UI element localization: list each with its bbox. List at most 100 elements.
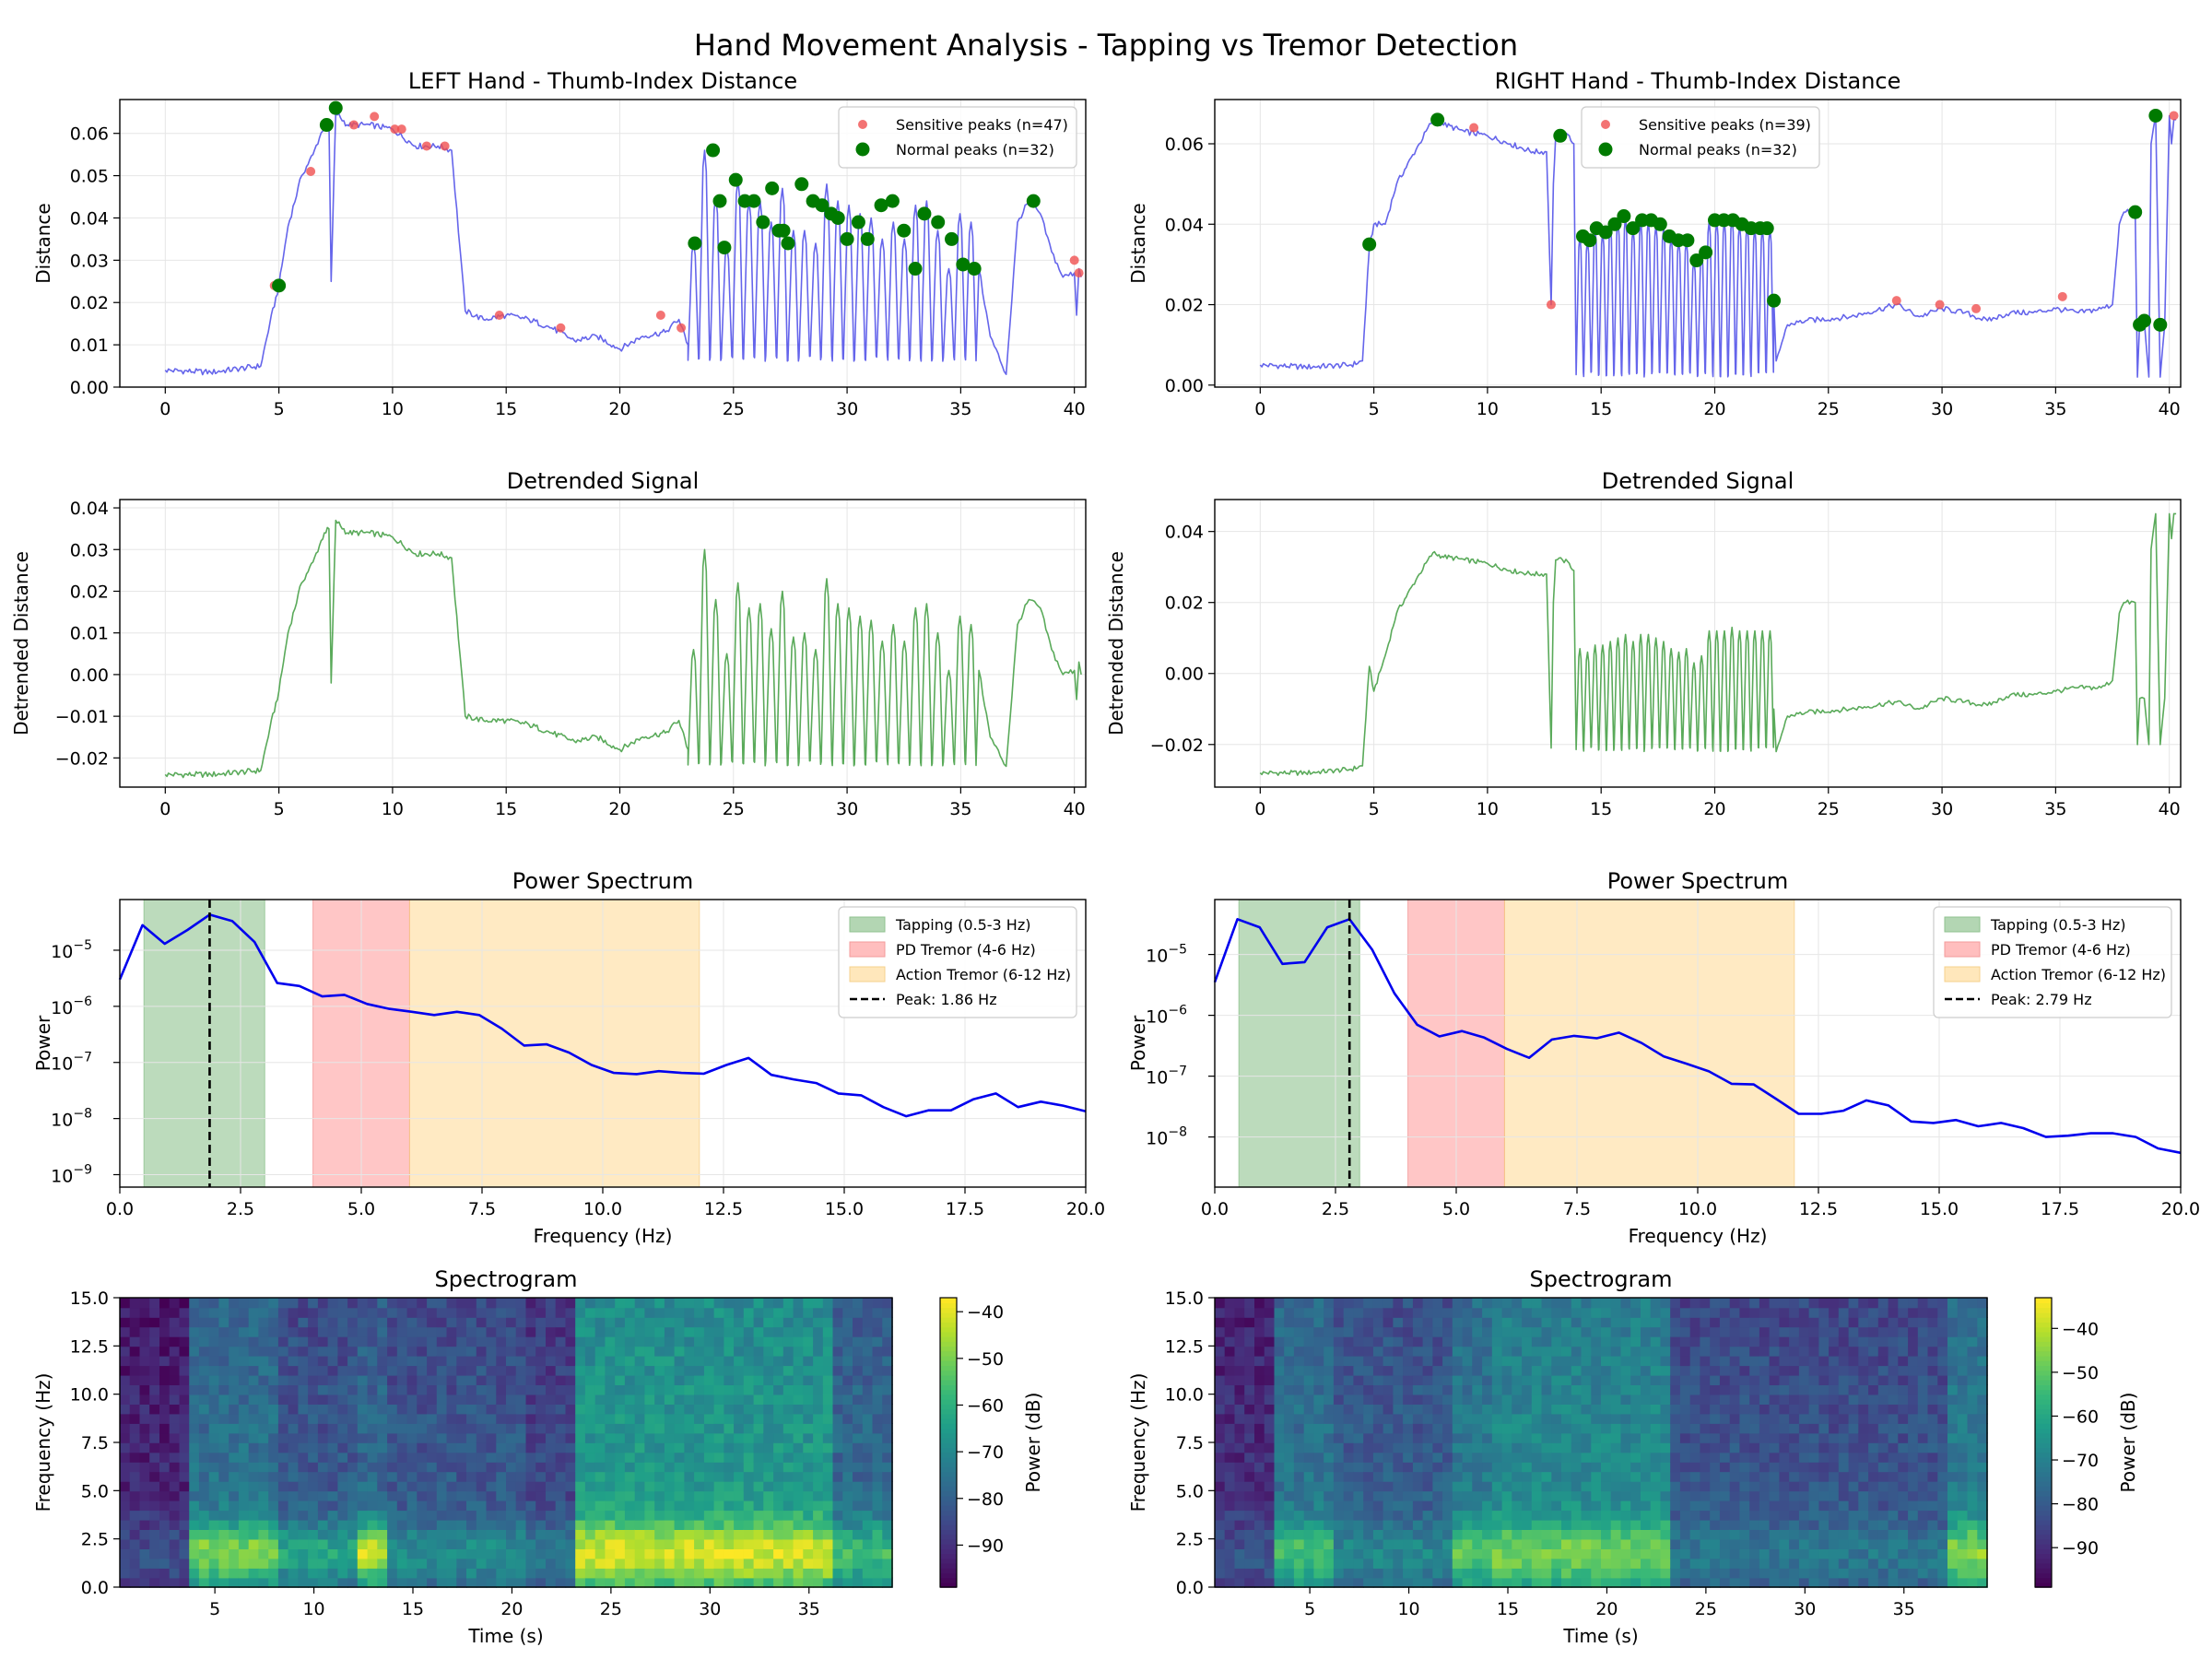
heatmap-cell bbox=[1650, 1442, 1662, 1453]
heatmap-cell bbox=[1719, 1432, 1731, 1443]
heatmap-cell bbox=[238, 1298, 250, 1309]
heatmap-cell bbox=[1333, 1452, 1345, 1463]
heatmap-cell bbox=[1313, 1480, 1324, 1492]
heatmap-cell bbox=[1877, 1374, 1889, 1385]
heatmap-cell bbox=[1462, 1423, 1474, 1434]
sensitive-peak-marker bbox=[2057, 291, 2067, 301]
heatmap-cell bbox=[337, 1519, 348, 1530]
y-tick-label: 15.0 bbox=[70, 1288, 109, 1309]
legend-patch bbox=[849, 966, 886, 982]
heatmap-cell bbox=[218, 1316, 229, 1328]
heatmap-cell bbox=[1482, 1365, 1493, 1376]
x-tick-label: 30 bbox=[836, 399, 858, 419]
heatmap-cell bbox=[1710, 1461, 1721, 1473]
heatmap-cell bbox=[1630, 1355, 1641, 1367]
heatmap-cell bbox=[1432, 1442, 1443, 1453]
heatmap-cell bbox=[594, 1461, 606, 1473]
heatmap-cell bbox=[1838, 1548, 1850, 1559]
heatmap-cell bbox=[1679, 1355, 1691, 1367]
heatmap-cell bbox=[813, 1510, 824, 1521]
heatmap-cell bbox=[1601, 1404, 1612, 1415]
heatmap-cell bbox=[377, 1394, 388, 1405]
heatmap-cell bbox=[515, 1316, 527, 1328]
heatmap-cell bbox=[120, 1326, 131, 1337]
heatmap-cell bbox=[1650, 1298, 1662, 1309]
heatmap-cell bbox=[1264, 1461, 1276, 1473]
heatmap-cell bbox=[575, 1384, 586, 1395]
heatmap-cell bbox=[782, 1423, 794, 1434]
heatmap-cell bbox=[1324, 1365, 1335, 1376]
heatmap-cell bbox=[793, 1432, 805, 1443]
heatmap-cell bbox=[1284, 1374, 1295, 1385]
heatmap-cell bbox=[486, 1394, 497, 1405]
heatmap-cell bbox=[644, 1355, 655, 1367]
heatmap-cell bbox=[466, 1568, 477, 1579]
panel-title: RIGHT Hand - Thumb-Index Distance bbox=[1495, 68, 1901, 94]
heatmap-cell bbox=[1877, 1423, 1889, 1434]
heatmap-cell bbox=[546, 1510, 557, 1521]
heatmap-cell bbox=[427, 1404, 438, 1415]
heatmap-cell bbox=[624, 1558, 636, 1569]
heatmap-cell bbox=[446, 1500, 457, 1512]
heatmap-cell bbox=[238, 1374, 250, 1385]
heatmap-cell bbox=[1393, 1394, 1404, 1405]
heatmap-cell bbox=[1630, 1558, 1641, 1569]
heatmap-cell bbox=[506, 1558, 517, 1569]
heatmap-cell bbox=[822, 1490, 834, 1501]
heatmap-cell bbox=[367, 1374, 379, 1385]
heatmap-cell bbox=[288, 1442, 300, 1453]
colorbar-step bbox=[940, 1437, 957, 1443]
heatmap-cell bbox=[198, 1480, 210, 1492]
heatmap-cell bbox=[872, 1307, 883, 1318]
heatmap-cell bbox=[229, 1500, 240, 1512]
heatmap-cell bbox=[584, 1374, 596, 1385]
heatmap-cell bbox=[486, 1529, 497, 1540]
heatmap-cell bbox=[1660, 1404, 1671, 1415]
heatmap-cell bbox=[1224, 1519, 1236, 1530]
heatmap-cell bbox=[327, 1577, 339, 1588]
heatmap-cell bbox=[506, 1452, 517, 1463]
heatmap-cell bbox=[1462, 1404, 1474, 1415]
heatmap-cell bbox=[1829, 1500, 1840, 1512]
heatmap-cell bbox=[1422, 1442, 1434, 1453]
heatmap-cell bbox=[506, 1404, 517, 1415]
heatmap-cell bbox=[684, 1404, 695, 1415]
heatmap-cell bbox=[179, 1404, 190, 1415]
heatmap-cell bbox=[456, 1548, 467, 1559]
heatmap-cell bbox=[694, 1510, 705, 1521]
heatmap-cell bbox=[149, 1374, 160, 1385]
heatmap-cell bbox=[387, 1471, 398, 1482]
heatmap-cell bbox=[436, 1500, 448, 1512]
heatmap-cell bbox=[1333, 1442, 1345, 1453]
heatmap-cell bbox=[1739, 1432, 1750, 1443]
heatmap-cell bbox=[129, 1394, 141, 1405]
heatmap-cell bbox=[406, 1461, 418, 1473]
colorbar-step bbox=[940, 1471, 957, 1477]
heatmap-cell bbox=[1512, 1480, 1523, 1492]
heatmap-cell bbox=[1531, 1452, 1543, 1463]
heatmap-cell bbox=[277, 1548, 289, 1559]
heatmap-cell bbox=[208, 1519, 220, 1530]
heatmap-cell bbox=[1303, 1316, 1315, 1328]
heatmap-cell bbox=[1620, 1374, 1631, 1385]
heatmap-cell bbox=[654, 1568, 665, 1579]
heatmap-cell bbox=[1818, 1365, 1830, 1376]
heatmap-cell bbox=[1472, 1374, 1483, 1385]
heatmap-cell bbox=[1759, 1365, 1771, 1376]
heatmap-cell bbox=[1215, 1326, 1226, 1337]
heatmap-cell bbox=[258, 1307, 269, 1318]
heatmap-cell bbox=[535, 1519, 547, 1530]
heatmap-cell bbox=[377, 1442, 388, 1453]
heatmap-cell bbox=[1729, 1510, 1741, 1521]
heatmap-cell bbox=[525, 1529, 536, 1540]
heatmap-cell bbox=[1333, 1471, 1345, 1482]
heatmap-cell bbox=[277, 1365, 289, 1376]
heatmap-cell bbox=[1501, 1413, 1513, 1424]
heatmap-cell bbox=[1779, 1413, 1790, 1424]
colorbar-step bbox=[940, 1582, 957, 1588]
heatmap-cell bbox=[1581, 1423, 1592, 1434]
heatmap-cell bbox=[1710, 1335, 1721, 1347]
heatmap-cell bbox=[782, 1316, 794, 1328]
heatmap-cell bbox=[1551, 1461, 1562, 1473]
heatmap-cell bbox=[1442, 1346, 1453, 1357]
